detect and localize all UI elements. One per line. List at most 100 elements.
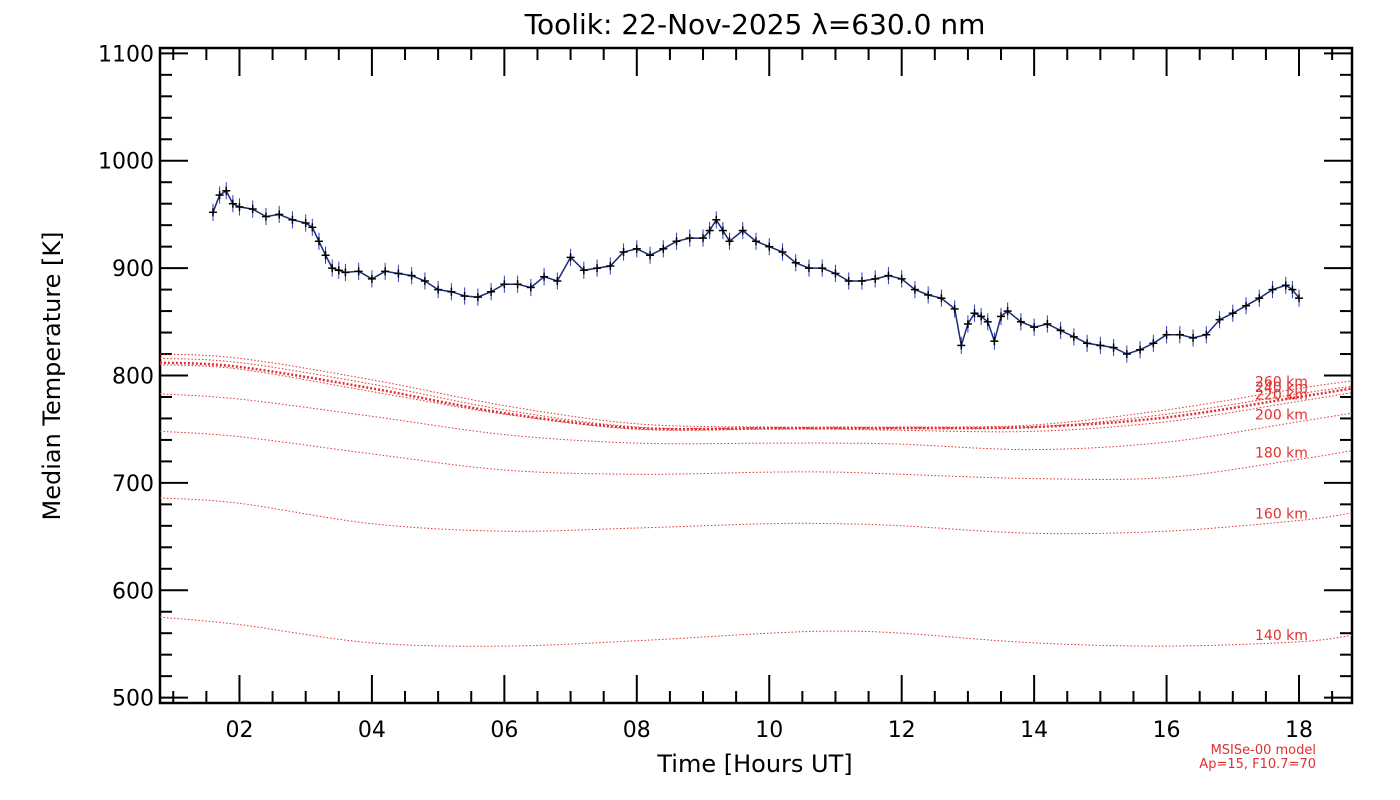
y-axis-label: Median Temperature [K] bbox=[38, 231, 66, 520]
data-point bbox=[712, 215, 721, 224]
km-label-200km: 200 km bbox=[1255, 408, 1308, 424]
data-point bbox=[1149, 339, 1158, 348]
x-tick-label: 08 bbox=[623, 718, 651, 743]
x-tick-label: 16 bbox=[1153, 718, 1181, 743]
data-point bbox=[1175, 330, 1184, 339]
data-point bbox=[328, 264, 337, 273]
model-note-2: Ap=15, F10.7=70 bbox=[1199, 757, 1316, 772]
measured-series bbox=[208, 182, 1304, 363]
data-point bbox=[1083, 339, 1092, 348]
data-point bbox=[897, 274, 906, 283]
data-point bbox=[1255, 294, 1264, 303]
data-point bbox=[752, 237, 760, 246]
data-point bbox=[1056, 326, 1065, 335]
data-point bbox=[1003, 307, 1012, 316]
x-tick-label: 14 bbox=[1020, 718, 1048, 743]
data-point bbox=[222, 186, 231, 195]
data-point bbox=[646, 251, 655, 260]
data-point bbox=[1109, 343, 1118, 352]
data-point bbox=[321, 251, 330, 260]
data-point bbox=[659, 244, 668, 253]
data-point bbox=[447, 287, 456, 296]
data-point bbox=[871, 274, 880, 283]
data-point bbox=[288, 215, 297, 224]
data-point bbox=[460, 292, 469, 301]
data-point bbox=[1136, 345, 1145, 354]
data-point bbox=[1228, 309, 1237, 318]
data-point bbox=[606, 261, 615, 270]
data-point bbox=[301, 219, 310, 228]
x-tick-label: 18 bbox=[1285, 718, 1313, 743]
data-point bbox=[579, 266, 588, 275]
km-label-140km: 140 km bbox=[1255, 628, 1308, 644]
data-point bbox=[699, 234, 708, 243]
data-point bbox=[718, 226, 727, 235]
data-point bbox=[1295, 294, 1304, 303]
data-point bbox=[473, 293, 482, 302]
data-point bbox=[791, 258, 800, 267]
data-point bbox=[1189, 333, 1198, 342]
data-point bbox=[765, 242, 774, 251]
data-point bbox=[619, 248, 628, 257]
measured-line bbox=[212, 189, 1300, 355]
data-point bbox=[215, 191, 224, 200]
data-point bbox=[1162, 330, 1171, 339]
chart-title: Toolik: 22-Nov-2025 λ=630.0 nm bbox=[524, 8, 986, 41]
data-point bbox=[957, 341, 966, 350]
data-point bbox=[725, 237, 734, 246]
data-point bbox=[1016, 317, 1025, 326]
data-point bbox=[963, 319, 972, 328]
model-line-best bbox=[159, 361, 1353, 431]
data-point bbox=[407, 271, 416, 280]
data-point bbox=[1122, 350, 1131, 359]
data-point bbox=[235, 202, 244, 211]
y-tick-label: 800 bbox=[112, 365, 154, 390]
x-tick-label: 02 bbox=[225, 718, 253, 743]
data-point bbox=[950, 304, 959, 313]
plot-frame bbox=[158, 46, 1354, 705]
data-point bbox=[540, 272, 549, 281]
x-tick-label: 04 bbox=[358, 718, 386, 743]
data-point bbox=[553, 277, 562, 286]
y-tick-label: 1000 bbox=[98, 150, 154, 175]
data-point bbox=[738, 226, 747, 235]
data-point bbox=[341, 268, 350, 277]
data-point bbox=[844, 277, 853, 286]
model-line-260km bbox=[159, 353, 1353, 428]
y-tick-label: 1100 bbox=[98, 42, 154, 67]
data-point bbox=[354, 267, 363, 276]
data-point bbox=[275, 210, 284, 219]
data-point bbox=[314, 237, 323, 246]
model-line-200km bbox=[159, 393, 1353, 451]
data-point bbox=[1215, 315, 1224, 324]
data-point bbox=[990, 337, 999, 346]
model-line-240km bbox=[159, 357, 1353, 430]
data-point bbox=[308, 223, 317, 232]
data-point bbox=[632, 244, 641, 253]
data-point bbox=[513, 280, 522, 289]
model-note-1: MSISe-00 model bbox=[1211, 743, 1316, 758]
model-line-220km bbox=[159, 364, 1353, 433]
data-point bbox=[1030, 323, 1039, 332]
data-point bbox=[566, 253, 575, 262]
data-point bbox=[1288, 285, 1297, 294]
data-point bbox=[1281, 281, 1290, 290]
data-point bbox=[977, 312, 986, 321]
data-point bbox=[937, 294, 946, 303]
data-point bbox=[1268, 285, 1277, 294]
data-point bbox=[228, 199, 237, 208]
y-tick-label: 900 bbox=[112, 257, 154, 282]
x-tick-label: 10 bbox=[755, 718, 783, 743]
data-point bbox=[997, 312, 1006, 321]
x-axis-label: Time [Hours UT] bbox=[656, 750, 852, 778]
data-point bbox=[672, 237, 681, 246]
km-label-220km: 220 km bbox=[1255, 387, 1308, 403]
data-point bbox=[1202, 330, 1211, 339]
y-tick-label: 600 bbox=[112, 579, 154, 604]
data-point bbox=[983, 317, 992, 326]
data-point bbox=[884, 271, 893, 280]
data-point bbox=[685, 234, 694, 243]
x-tick-label: 12 bbox=[888, 718, 916, 743]
